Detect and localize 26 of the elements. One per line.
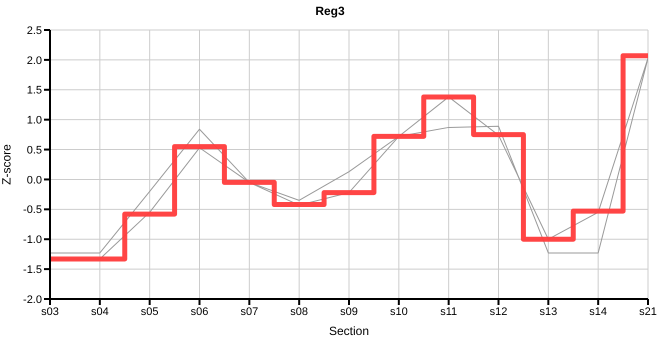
y-tick-label: -1.5: [23, 264, 42, 276]
chart-title: Reg3: [314, 4, 346, 18]
x-tick-label: s12: [490, 306, 508, 318]
y-tick-label: 1.5: [26, 84, 42, 97]
x-tick-label: s03: [41, 306, 59, 318]
x-tick-label: s04: [90, 306, 109, 318]
y-tick-label: 2.0: [26, 54, 42, 67]
y-tick-label: 0.0: [26, 174, 42, 186]
x-tick-label: s21: [639, 306, 657, 318]
y-axis-title: Z-score: [0, 144, 14, 185]
x-tick-label: s05: [140, 306, 159, 318]
x-tick-label: s07: [240, 306, 258, 318]
x-tick-label: s13: [539, 306, 558, 318]
x-axis-title: Section: [328, 324, 370, 338]
x-tick-label: s14: [589, 306, 608, 318]
x-tick-label: s06: [190, 306, 208, 318]
x-tick-label: s08: [290, 306, 308, 318]
y-tick-label: 1.0: [26, 114, 42, 127]
y-tick-label: -1.0: [23, 234, 42, 246]
x-tick-label: s11: [440, 306, 458, 318]
x-tick-label: s10: [390, 306, 408, 318]
x-tick-label: s09: [340, 306, 358, 318]
y-tick-label: -0.5: [23, 204, 42, 216]
y-tick-label: -2.0: [23, 294, 42, 306]
y-tick-label: 2.5: [26, 24, 42, 37]
y-tick-label: 0.5: [26, 144, 42, 156]
